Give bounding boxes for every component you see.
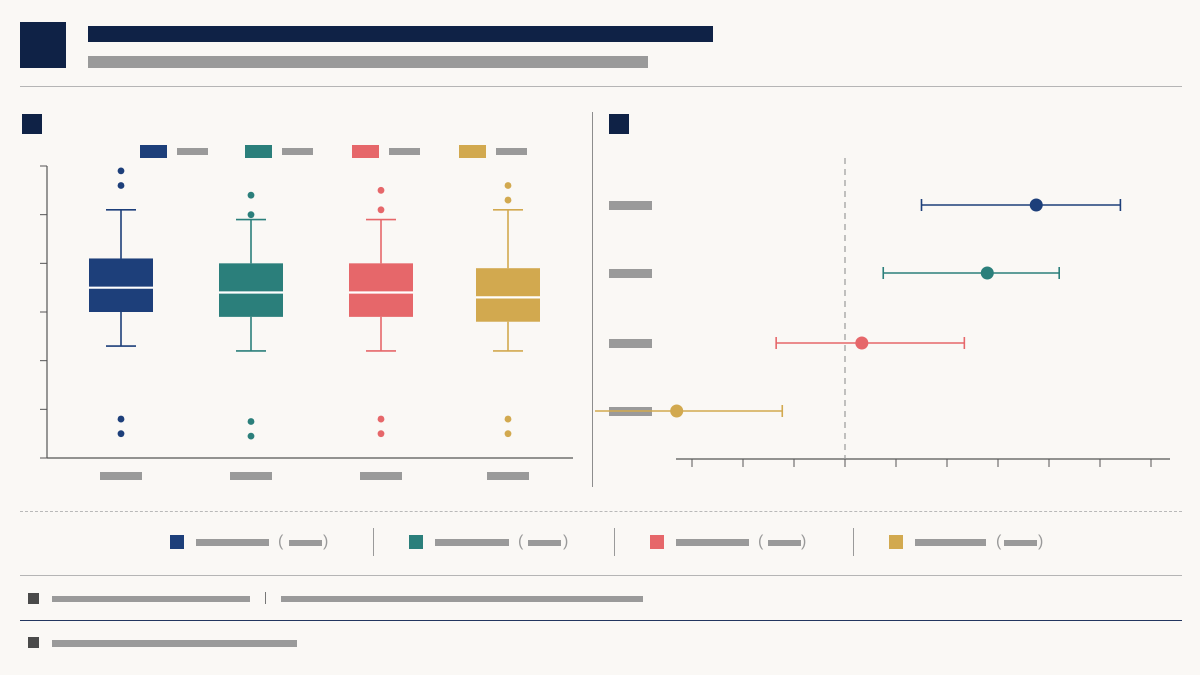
outlier-point xyxy=(117,167,125,175)
forest-row-label xyxy=(609,201,652,210)
logo-icon xyxy=(20,22,66,68)
x-tick-label xyxy=(487,472,529,480)
box-iqr xyxy=(219,263,283,317)
paren-close: ) xyxy=(563,533,569,550)
page-subtitle xyxy=(88,56,648,68)
outlier-point xyxy=(504,430,512,438)
x-tick-label xyxy=(360,472,402,480)
paren-open: ( xyxy=(278,533,284,550)
outlier-point xyxy=(247,211,255,219)
panel-marker-left xyxy=(22,114,42,134)
x-tick-label xyxy=(230,472,272,480)
legend-label xyxy=(177,148,208,155)
footer-text-1a xyxy=(52,596,250,602)
summary-legend-label xyxy=(915,539,986,546)
summary-legend-value xyxy=(289,540,322,546)
legend-separator xyxy=(20,511,1182,512)
legend-label xyxy=(496,148,527,155)
panel-marker-right xyxy=(609,114,629,134)
box-iqr xyxy=(349,263,413,317)
footer-text-2 xyxy=(52,640,297,647)
outlier-point xyxy=(504,415,512,423)
legend-label xyxy=(282,148,313,155)
page-title xyxy=(88,26,713,42)
summary-legend-value xyxy=(768,540,801,546)
outlier-point xyxy=(247,418,255,425)
box-iqr xyxy=(476,268,540,322)
outlier-point xyxy=(377,206,385,214)
footer-text-1b xyxy=(281,596,643,602)
paren-open: ( xyxy=(758,533,764,550)
outlier-point xyxy=(377,430,385,438)
outlier-point xyxy=(117,182,125,189)
summary-legend-swatch xyxy=(170,535,184,549)
summary-legend-value xyxy=(1004,540,1037,546)
paren-open: ( xyxy=(518,533,524,550)
footer-pipe xyxy=(265,592,266,604)
point-estimate xyxy=(1029,198,1043,212)
point-estimate xyxy=(855,336,869,350)
paren-close: ) xyxy=(323,533,329,550)
summary-legend-value xyxy=(528,540,561,546)
outlier-point xyxy=(504,182,512,189)
summary-legend-separator xyxy=(853,528,854,556)
footer-bullet-2 xyxy=(28,637,39,648)
outlier-point xyxy=(247,432,255,440)
summary-legend-swatch xyxy=(889,535,903,549)
footer-rule-navy xyxy=(20,620,1182,621)
summary-legend-swatch xyxy=(650,535,664,549)
header-divider xyxy=(20,86,1182,87)
x-tick-label xyxy=(100,472,142,480)
paren-open: ( xyxy=(996,533,1002,550)
forest-row-label xyxy=(609,339,652,348)
point-estimate xyxy=(980,266,994,280)
point-estimate xyxy=(670,404,684,418)
legend-swatch xyxy=(459,145,486,158)
summary-legend-swatch xyxy=(409,535,423,549)
summary-legend-label xyxy=(196,539,269,546)
forest-row-label xyxy=(609,269,652,278)
legend-label xyxy=(389,148,420,155)
panel-divider xyxy=(592,112,593,487)
outlier-point xyxy=(117,430,125,438)
footer-bullet-1 xyxy=(28,593,39,604)
legend-swatch xyxy=(140,145,167,158)
outlier-point xyxy=(117,415,125,423)
footer-divider xyxy=(20,575,1182,576)
forest-plot xyxy=(595,158,1170,467)
summary-legend-separator xyxy=(614,528,615,556)
box-iqr xyxy=(89,258,153,312)
outlier-point xyxy=(377,415,385,423)
outlier-point xyxy=(247,191,255,199)
paren-close: ) xyxy=(801,533,807,550)
legend-swatch xyxy=(245,145,272,158)
box-plot xyxy=(40,145,573,480)
summary-legend-label xyxy=(435,539,509,546)
summary-legend-separator xyxy=(373,528,374,556)
outlier-point xyxy=(377,186,385,194)
paren-close: ) xyxy=(1038,533,1044,550)
outlier-point xyxy=(504,196,512,204)
legend-swatch xyxy=(352,145,379,158)
summary-legend-label xyxy=(676,539,749,546)
